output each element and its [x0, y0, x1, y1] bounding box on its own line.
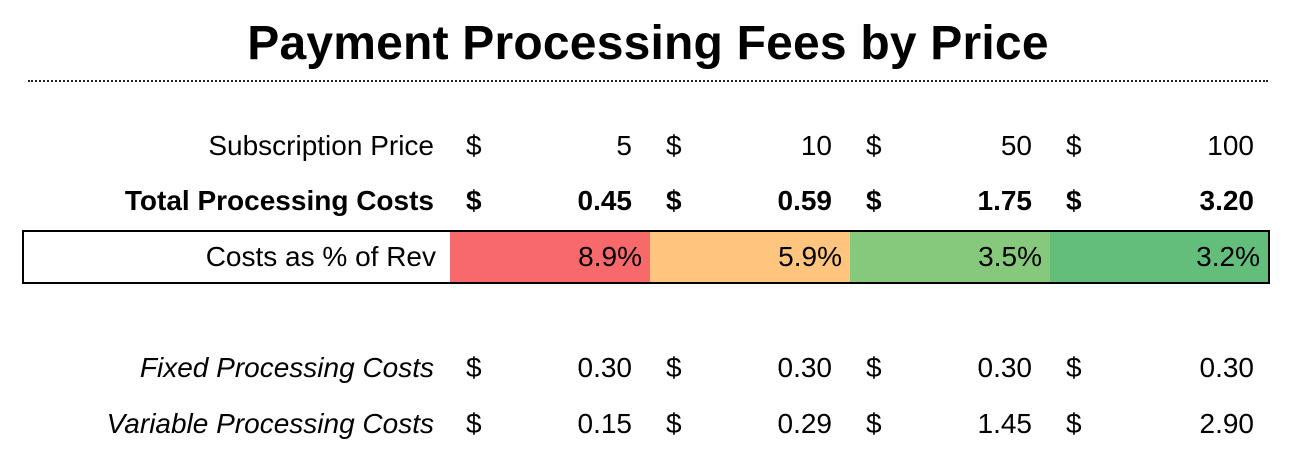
price-cell: 5 [616, 130, 632, 161]
price-cell: 100 [1207, 130, 1254, 161]
title-divider [28, 80, 1268, 82]
currency-symbol: $ [866, 185, 882, 216]
currency-symbol: $ [1066, 185, 1082, 216]
row-label: Costs as % of Rev [205, 241, 436, 272]
currency-symbol: $ [466, 185, 482, 216]
currency-symbol: $ [466, 130, 482, 161]
row-label: Variable Processing Costs [106, 408, 434, 439]
total-cost-cell: 3.20 [1199, 185, 1255, 216]
currency-symbol: $ [466, 352, 482, 383]
total-cost-cell: 1.75 [977, 185, 1033, 216]
pct-cell: 3.2% [1050, 232, 1268, 282]
variable-cost-cell: 0.29 [777, 408, 833, 439]
variable-cost-cell: 2.90 [1199, 408, 1255, 439]
row-label: Fixed Processing Costs [139, 352, 434, 383]
pct-cell: 8.9% [450, 232, 650, 282]
table-row-costs-pct-of-rev: Costs as % of Rev 8.9% 5.9% 3.5% 3.2% [22, 230, 1270, 284]
currency-symbol: $ [666, 130, 682, 161]
currency-symbol: $ [666, 352, 682, 383]
page-title: Payment Processing Fees by Price [247, 17, 1049, 70]
price-cell: 10 [800, 130, 832, 161]
table-row-variable-processing-costs: Variable Processing Costs $ 0.15 $ 0.29 … [0, 396, 1296, 452]
fixed-cost-cell: 0.30 [577, 352, 633, 383]
currency-symbol: $ [666, 185, 682, 216]
variable-cost-cell: 0.15 [577, 408, 633, 439]
currency-symbol: $ [1066, 352, 1082, 383]
currency-symbol: $ [866, 352, 882, 383]
pct-cell: 5.9% [650, 232, 850, 282]
row-label: Total Processing Costs [124, 185, 434, 216]
currency-symbol: $ [1066, 408, 1082, 439]
table-row-fixed-processing-costs: Fixed Processing Costs $ 0.30 $ 0.30 $ 0… [0, 340, 1296, 396]
currency-symbol: $ [866, 408, 882, 439]
variable-cost-cell: 1.45 [977, 408, 1033, 439]
total-cost-cell: 0.45 [577, 185, 633, 216]
table-row-total-processing-costs: Total Processing Costs $ 0.45 $ 0.59 $ 1… [0, 173, 1296, 229]
fixed-cost-cell: 0.30 [1199, 352, 1255, 383]
pct-cell: 3.5% [850, 232, 1050, 282]
table-row-subscription-price: Subscription Price $ 5 $ 10 $ 50 $ 100 [0, 118, 1296, 174]
price-cell: 50 [1000, 130, 1032, 161]
fixed-cost-cell: 0.30 [977, 352, 1033, 383]
currency-symbol: $ [666, 408, 682, 439]
currency-symbol: $ [1066, 130, 1082, 161]
row-label: Subscription Price [208, 130, 434, 161]
currency-symbol: $ [466, 408, 482, 439]
fixed-cost-cell: 0.30 [777, 352, 833, 383]
currency-symbol: $ [866, 130, 882, 161]
total-cost-cell: 0.59 [777, 185, 833, 216]
